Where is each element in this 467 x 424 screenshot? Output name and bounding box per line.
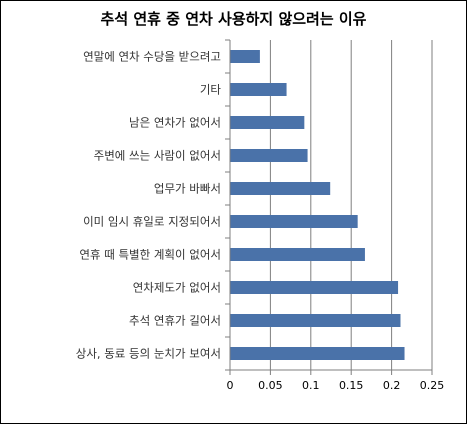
bars [230, 50, 405, 360]
category-label: 연차제도가 없어서 [133, 281, 221, 295]
bar [230, 215, 358, 228]
category-label: 남은 연차가 없어서 [129, 116, 221, 130]
category-label: 업무가 바빠서 [154, 182, 221, 196]
category-label: 이미 임시 휴일로 지정되어서 [83, 215, 221, 229]
x-tick-label: 0 [227, 379, 234, 392]
category-label: 상사, 동료 등의 눈치가 보여서 [76, 347, 221, 361]
x-tick-label: 0.15 [339, 379, 364, 392]
category-label: 추석 연휴가 길어서 [129, 314, 221, 328]
bar [230, 116, 305, 129]
axes [225, 39, 433, 375]
bar [230, 50, 260, 63]
tick-labels: 0 0.05 0.1 0.15 0.2 0.25 [227, 379, 445, 392]
category-label: 연휴 때 특별한 계획이 없어서 [79, 248, 221, 262]
category-label: 연말에 연차 수당을 받으려고 [83, 50, 221, 64]
x-tick-label: 0.25 [420, 379, 445, 392]
x-tick-label: 0.05 [258, 379, 283, 392]
bar [230, 347, 405, 360]
bar [230, 281, 399, 294]
category-label: 주변에 쓰는 사람이 없어서 [94, 149, 221, 163]
x-tick-label: 0.2 [383, 379, 401, 392]
chart-title: 추석 연휴 중 연차 사용하지 않으려는 이유 [100, 10, 367, 28]
bar [230, 314, 401, 327]
bar [230, 182, 331, 195]
bar [230, 149, 308, 162]
bar [230, 248, 365, 261]
x-tick-label: 0.1 [302, 379, 320, 392]
category-label: 기타 [200, 83, 222, 97]
bar [230, 83, 287, 96]
